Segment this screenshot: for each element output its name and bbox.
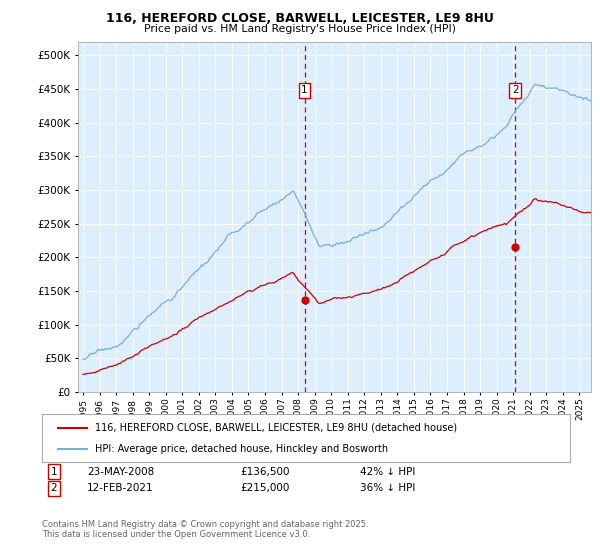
Text: 116, HEREFORD CLOSE, BARWELL, LEICESTER, LE9 8HU (detached house): 116, HEREFORD CLOSE, BARWELL, LEICESTER,… [95, 423, 457, 433]
Text: Price paid vs. HM Land Registry's House Price Index (HPI): Price paid vs. HM Land Registry's House … [144, 24, 456, 34]
Text: 36% ↓ HPI: 36% ↓ HPI [360, 483, 415, 493]
Text: 116, HEREFORD CLOSE, BARWELL, LEICESTER, LE9 8HU: 116, HEREFORD CLOSE, BARWELL, LEICESTER,… [106, 12, 494, 25]
Text: 23-MAY-2008: 23-MAY-2008 [87, 466, 154, 477]
Text: 1: 1 [301, 86, 308, 95]
Text: HPI: Average price, detached house, Hinckley and Bosworth: HPI: Average price, detached house, Hinc… [95, 444, 388, 454]
Text: 12-FEB-2021: 12-FEB-2021 [87, 483, 154, 493]
Text: Contains HM Land Registry data © Crown copyright and database right 2025.
This d: Contains HM Land Registry data © Crown c… [42, 520, 368, 539]
Text: £215,000: £215,000 [240, 483, 289, 493]
Text: £136,500: £136,500 [240, 466, 290, 477]
Text: 2: 2 [50, 483, 58, 493]
Text: 2: 2 [512, 86, 518, 95]
Text: 42% ↓ HPI: 42% ↓ HPI [360, 466, 415, 477]
Text: 1: 1 [50, 466, 58, 477]
